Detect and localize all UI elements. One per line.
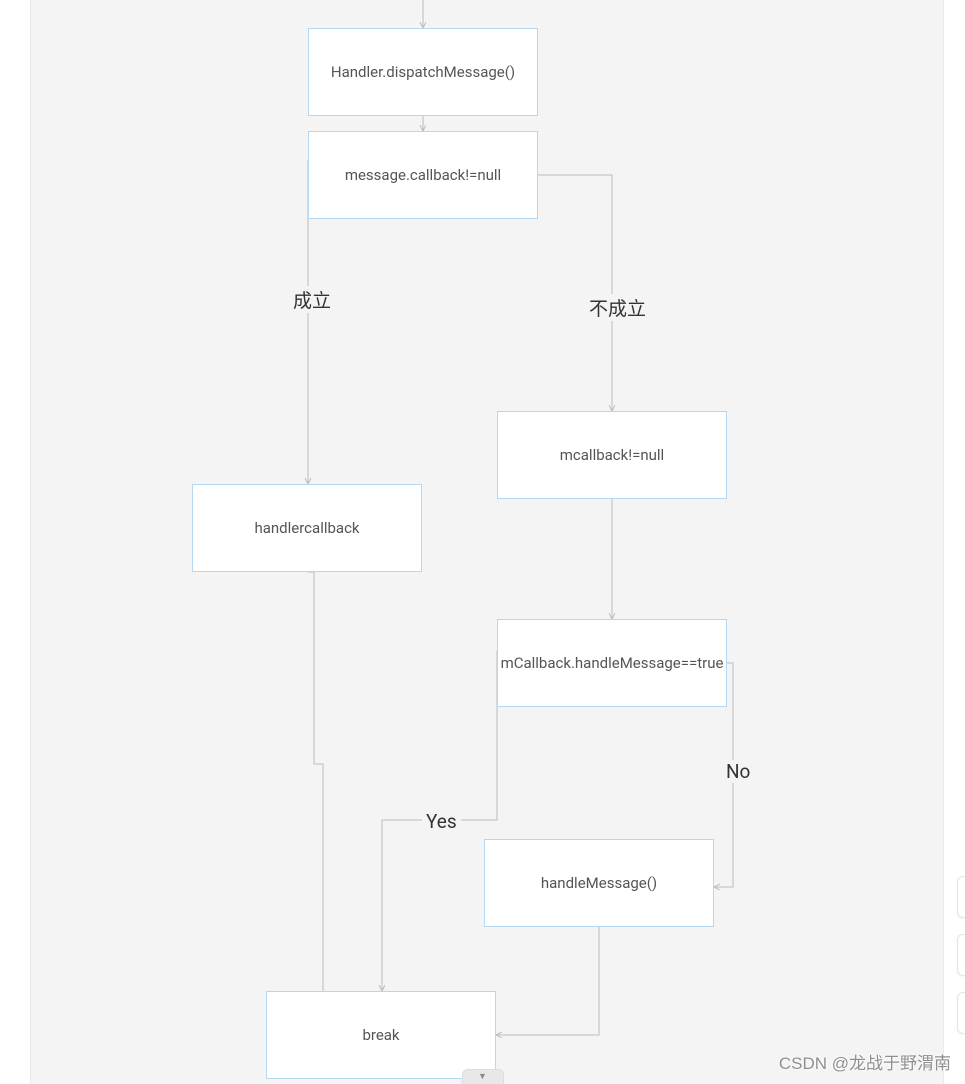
watermark-text: CSDN @龙战于野渭南	[779, 1049, 951, 1074]
collapse-tab[interactable]: ▼	[462, 1069, 504, 1084]
side-button-3[interactable]	[957, 992, 965, 1034]
node-handlemsg: handleMessage()	[484, 839, 714, 927]
side-buttons	[957, 876, 965, 1050]
edge-label-true1: 成立	[289, 286, 335, 313]
page-root: Handler.dispatchMessage() message.callbac…	[0, 0, 965, 1084]
node-break: break	[266, 991, 496, 1079]
node-mcbtrue: mCallback.handleMessage==true	[497, 619, 727, 707]
node-mcb: mcallback!=null	[497, 411, 727, 499]
node-msgcb: message.callback!=null	[308, 131, 538, 219]
edge-label-yes: Yes	[422, 810, 461, 833]
edge-label-false1: 不成立	[585, 294, 650, 321]
chevron-down-icon: ▼	[478, 1073, 487, 1082]
node-handlercb: handlercallback	[192, 484, 422, 572]
node-dispatch: Handler.dispatchMessage()	[308, 28, 538, 116]
side-button-1[interactable]	[957, 876, 965, 918]
edge-label-no: No	[722, 760, 754, 783]
side-button-2[interactable]	[957, 934, 965, 976]
